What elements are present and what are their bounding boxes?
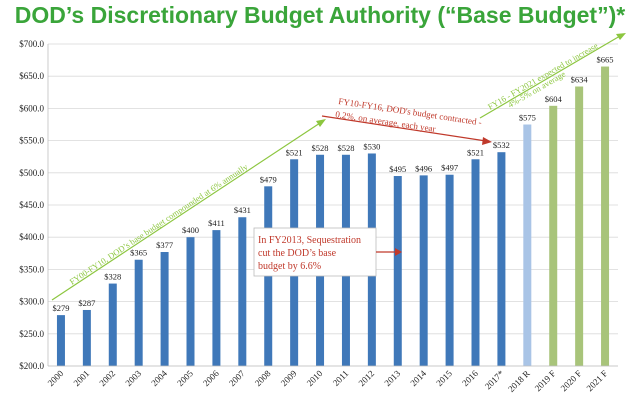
x-tick-label: 2016 xyxy=(460,368,480,388)
x-tick-label: 2021 F xyxy=(585,368,610,393)
bar xyxy=(419,175,428,366)
data-label: $634 xyxy=(571,75,589,85)
growth-arrowhead xyxy=(316,119,326,127)
y-tick-label: $350.0 xyxy=(19,264,44,274)
x-tick-label: 2017* xyxy=(483,368,506,391)
data-label: $411 xyxy=(208,218,225,228)
forecast-arrowhead xyxy=(616,33,626,40)
sequestration-box xyxy=(253,227,377,277)
x-tick-label: 2001 xyxy=(71,368,91,388)
y-tick-label: $600.0 xyxy=(19,103,44,113)
x-tick-label: 2020 F xyxy=(559,368,584,393)
data-label: $431 xyxy=(234,205,251,215)
x-tick-label: 2005 xyxy=(175,368,195,388)
data-label: $400 xyxy=(182,225,199,235)
sequestration-text-line1: In FY2013, Sequestration xyxy=(258,235,361,246)
x-tick-label: 2013 xyxy=(382,368,402,388)
x-tick-label: 2007 xyxy=(227,368,247,388)
bar xyxy=(575,86,584,366)
sequestration-text-line2: cut the DOD’s base xyxy=(258,248,337,259)
bar xyxy=(523,124,532,366)
bar xyxy=(160,252,169,366)
bar xyxy=(56,315,65,366)
y-tick-label: $300.0 xyxy=(19,297,44,307)
x-tick-label: 2004 xyxy=(149,368,169,388)
gridlines xyxy=(48,43,618,367)
bars xyxy=(56,66,610,366)
bar xyxy=(497,152,506,366)
bar xyxy=(82,309,91,366)
bar xyxy=(186,237,195,366)
bar xyxy=(471,159,480,366)
x-tick-label: 2018 R xyxy=(506,368,532,394)
bar xyxy=(445,174,454,366)
data-label: $287 xyxy=(78,298,95,308)
data-label: $365 xyxy=(130,248,147,258)
data-label: $377 xyxy=(156,240,173,250)
data-label: $497 xyxy=(441,163,458,173)
x-axis: 2000 2001 2002 2003 2004 2005 2006 2007 2008 2009… xyxy=(46,365,618,394)
data-label: $575 xyxy=(519,113,536,123)
chart-title: DOD’s Discretionary Budget Authority (“B… xyxy=(14,2,626,28)
data-labels: $279 $287 $328 $365 $377 $400 $411 $431 $479 $521… xyxy=(52,55,613,314)
x-tick-label: 2008 xyxy=(253,368,273,388)
data-label: $521 xyxy=(467,147,484,157)
bar xyxy=(108,283,117,366)
bar xyxy=(134,259,143,366)
x-tick-label: 2006 xyxy=(201,368,221,388)
data-label: $665 xyxy=(597,55,614,65)
bar xyxy=(601,66,610,366)
x-tick-label: 2009 xyxy=(279,368,299,388)
bar xyxy=(238,217,247,366)
sequestration-arrowhead xyxy=(395,248,402,256)
x-tick-label: 2019 F xyxy=(533,368,558,393)
x-tick-label: 2015 xyxy=(434,368,454,388)
x-tick-label: 2014 xyxy=(408,368,428,388)
decline-arrow xyxy=(321,115,487,142)
y-tick-label: $550.0 xyxy=(19,136,44,146)
data-label: $479 xyxy=(260,174,277,184)
x-tick-label: 2000 xyxy=(46,368,66,388)
y-tick-label: $250.0 xyxy=(19,329,44,339)
bar xyxy=(549,105,558,366)
data-label: $530 xyxy=(363,141,380,151)
bar xyxy=(393,176,402,366)
y-tick-label: $700.0 xyxy=(19,39,44,49)
bar xyxy=(212,230,221,366)
y-tick-label: $650.0 xyxy=(19,71,44,81)
data-label: $495 xyxy=(389,164,406,174)
x-tick-label: 2011 xyxy=(331,368,351,388)
data-label: $532 xyxy=(493,140,510,150)
forecast-arrow xyxy=(479,35,621,119)
x-tick-label: 2002 xyxy=(97,368,117,388)
growth-arrow xyxy=(51,122,321,301)
data-label: $521 xyxy=(286,147,303,157)
y-axis: $200.0 $250.0 $300.0 $350.0 $400.0 $450.0 $500… xyxy=(19,39,49,371)
data-label: $528 xyxy=(337,143,354,153)
data-label: $528 xyxy=(312,143,329,153)
data-label: $279 xyxy=(52,303,69,313)
y-tick-label: $450.0 xyxy=(19,200,44,210)
sequestration-text-line3: budget by 6.6% xyxy=(258,261,321,272)
y-tick-label: $400.0 xyxy=(19,232,44,242)
data-label: $496 xyxy=(415,163,432,173)
data-label: $604 xyxy=(545,94,563,104)
decline-arrowhead xyxy=(482,137,492,145)
x-tick-label: 2012 xyxy=(356,368,376,388)
x-tick-label: 2003 xyxy=(123,368,143,388)
y-tick-label: $200.0 xyxy=(19,361,44,371)
data-label: $328 xyxy=(104,272,121,282)
x-tick-label: 2010 xyxy=(305,368,325,388)
y-tick-label: $500.0 xyxy=(19,168,44,178)
